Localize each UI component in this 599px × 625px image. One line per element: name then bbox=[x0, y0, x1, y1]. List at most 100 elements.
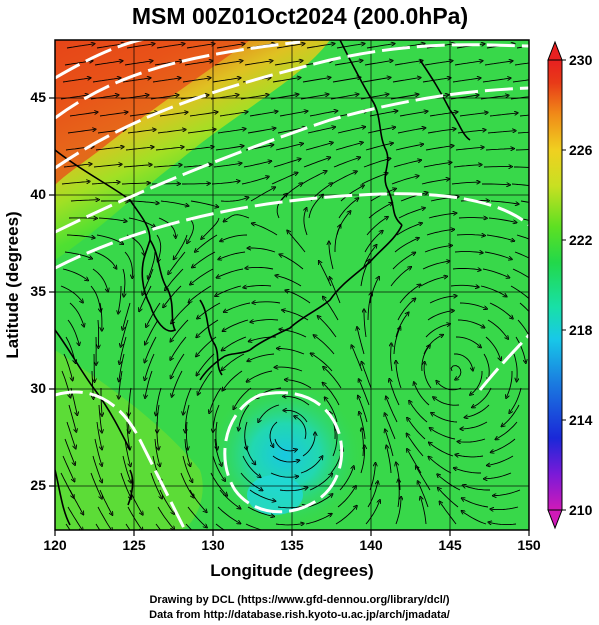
streamline-arrow bbox=[455, 336, 480, 347]
streamline-arrow bbox=[288, 231, 306, 253]
streamline-arrow bbox=[487, 131, 515, 134]
streamline-arrow bbox=[249, 112, 277, 117]
streamline-arrow bbox=[241, 177, 268, 185]
streamline-arrow bbox=[64, 251, 91, 258]
streamline-arrow bbox=[171, 319, 189, 341]
streamline-arrow bbox=[387, 446, 392, 474]
streamline-arrow bbox=[253, 224, 278, 236]
streamline-arrow bbox=[187, 506, 206, 527]
colorbar-min-arrow bbox=[547, 509, 563, 530]
y-tick-label: 40 bbox=[30, 186, 46, 202]
streamline-arrow bbox=[307, 495, 332, 508]
streamline-arrow bbox=[155, 523, 162, 530]
streamline-arrow bbox=[69, 489, 83, 514]
streamline-arrow bbox=[184, 438, 190, 465]
streamline-arrow bbox=[164, 285, 182, 307]
streamline-arrow bbox=[429, 457, 452, 474]
streamline-arrow bbox=[452, 78, 480, 83]
streamline-arrow bbox=[363, 159, 390, 168]
streamline-arrow bbox=[272, 455, 299, 462]
streamline-arrow bbox=[189, 489, 206, 512]
streamline-arrow bbox=[122, 78, 150, 83]
streamline-arrow bbox=[430, 428, 456, 440]
streamline-arrow bbox=[397, 299, 415, 321]
streamline-arrow bbox=[93, 164, 121, 168]
streamline-arrow bbox=[66, 44, 94, 49]
streamline-arrow bbox=[515, 149, 529, 151]
streamline-arrow bbox=[438, 475, 461, 491]
streamline-arrow bbox=[145, 336, 157, 362]
streamline-arrow bbox=[277, 506, 305, 508]
streamline-arrow bbox=[510, 387, 522, 412]
streamline-arrow bbox=[358, 397, 368, 423]
streamline-arrow bbox=[335, 506, 356, 525]
streamline-arrow bbox=[361, 173, 387, 185]
streamline-arrow bbox=[512, 79, 529, 83]
streamline-arrow bbox=[305, 143, 332, 151]
streamline-arrow bbox=[66, 421, 75, 448]
streamline-arrow bbox=[512, 268, 529, 279]
streamline-arrow bbox=[492, 438, 516, 452]
streamline-arrow bbox=[339, 467, 354, 491]
x-tick-label: 140 bbox=[359, 537, 383, 553]
streamline-arrow bbox=[154, 438, 160, 466]
streamline-arrow bbox=[352, 346, 363, 372]
streamline-arrow bbox=[502, 404, 520, 426]
streamline-arrow bbox=[217, 129, 245, 134]
streamline-arrow bbox=[275, 144, 302, 151]
streamline-arrow bbox=[480, 285, 506, 296]
streamline-arrow bbox=[145, 319, 159, 344]
streamline-arrow bbox=[185, 147, 213, 151]
streamline-arrow bbox=[198, 370, 213, 394]
streamline-arrow bbox=[511, 183, 529, 186]
streamline-arrow bbox=[155, 147, 183, 151]
streamline-arrow bbox=[385, 430, 394, 457]
streamline-arrow bbox=[432, 413, 458, 423]
streamline-arrow bbox=[67, 319, 79, 344]
streamline-arrow bbox=[391, 176, 418, 185]
streamline-arrow bbox=[454, 353, 473, 370]
streamline-arrow bbox=[247, 128, 275, 134]
x-tick-label: 125 bbox=[122, 537, 146, 553]
streamline-arrow bbox=[487, 319, 508, 338]
streamline-arrow bbox=[483, 353, 489, 380]
streamline-arrow bbox=[157, 234, 162, 261]
streamline-arrow bbox=[314, 336, 335, 355]
streamline-arrow bbox=[214, 438, 221, 465]
streamline-arrow bbox=[455, 147, 483, 151]
streamline-arrow bbox=[427, 311, 453, 321]
streamline-arrow bbox=[332, 430, 337, 457]
streamline-arrow bbox=[124, 438, 130, 466]
streamline-arrow bbox=[259, 404, 280, 421]
streamline-arrow bbox=[96, 421, 102, 449]
streamline-arrow bbox=[124, 251, 132, 277]
streamline-arrow bbox=[482, 268, 509, 277]
streamline-arrow bbox=[279, 111, 307, 117]
graticule bbox=[55, 40, 529, 530]
x-tick-label: 145 bbox=[438, 537, 462, 553]
cyclone-cold-patch bbox=[247, 475, 303, 515]
streamline-arrow bbox=[453, 165, 481, 168]
streamline-arrow bbox=[407, 434, 424, 457]
streamline-arrow bbox=[62, 455, 74, 481]
streamline-arrow bbox=[454, 61, 482, 66]
streamline-arrow bbox=[368, 203, 392, 219]
streamline-arrow bbox=[410, 402, 428, 423]
streamline-arrow bbox=[319, 262, 332, 287]
streamline-arrow bbox=[485, 336, 501, 359]
streamline-arrow bbox=[221, 234, 248, 241]
streamline-arrow bbox=[63, 353, 72, 380]
streamline-arrow bbox=[118, 286, 122, 313]
streamline-arrow bbox=[451, 182, 479, 185]
streamline-arrow bbox=[484, 251, 511, 259]
streamline-arrow bbox=[395, 498, 401, 525]
streamline-arrow bbox=[337, 487, 356, 508]
footer-credit-data: Data from http://database.rish.kyoto-u.a… bbox=[149, 609, 450, 621]
colorbar-tick-label: 214 bbox=[569, 412, 593, 428]
y-axis-title: Latitude (degrees) bbox=[3, 211, 22, 358]
streamline-arrow bbox=[180, 472, 193, 497]
colorbar-max-arrow bbox=[547, 40, 563, 61]
streamline-arrow bbox=[69, 112, 97, 117]
streamline-arrow bbox=[390, 380, 400, 406]
streamline-arrow bbox=[156, 387, 162, 415]
